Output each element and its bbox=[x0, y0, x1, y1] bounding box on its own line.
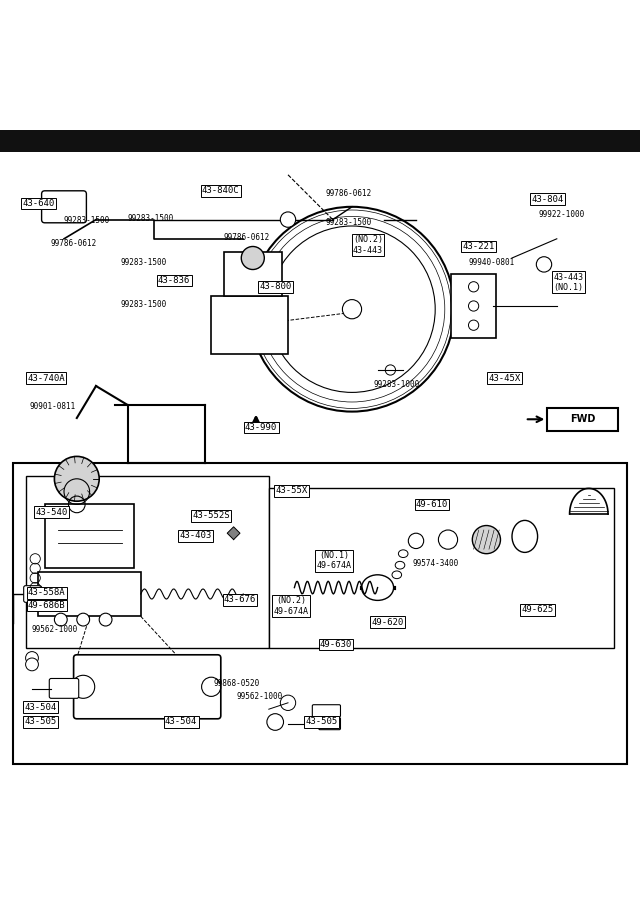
Circle shape bbox=[342, 300, 362, 319]
FancyBboxPatch shape bbox=[451, 274, 496, 338]
Text: 99562-1000: 99562-1000 bbox=[31, 625, 77, 634]
Text: 43-804: 43-804 bbox=[531, 194, 563, 203]
Ellipse shape bbox=[362, 575, 394, 600]
FancyBboxPatch shape bbox=[319, 717, 340, 730]
Text: 43-740A: 43-740A bbox=[28, 374, 65, 382]
Text: FWD: FWD bbox=[570, 414, 595, 424]
Text: 99574-3400: 99574-3400 bbox=[412, 559, 458, 568]
FancyBboxPatch shape bbox=[74, 655, 221, 719]
FancyBboxPatch shape bbox=[269, 489, 614, 648]
Text: 43-552S: 43-552S bbox=[193, 511, 230, 520]
Text: 43-558A: 43-558A bbox=[28, 589, 65, 598]
Text: 43-676: 43-676 bbox=[224, 595, 256, 604]
Text: 43-504: 43-504 bbox=[24, 703, 56, 712]
Text: 99283-1000: 99283-1000 bbox=[374, 380, 420, 389]
Text: 99786-0612: 99786-0612 bbox=[326, 190, 372, 199]
Circle shape bbox=[54, 613, 67, 626]
Text: 99922-1000: 99922-1000 bbox=[539, 210, 585, 219]
Text: 43-540: 43-540 bbox=[35, 508, 67, 517]
Text: 99940-0801: 99940-0801 bbox=[468, 258, 515, 267]
Circle shape bbox=[241, 247, 264, 269]
Text: 99786-0612: 99786-0612 bbox=[51, 239, 97, 248]
Text: 49-620: 49-620 bbox=[371, 617, 403, 626]
Text: 49-610: 49-610 bbox=[416, 500, 448, 508]
FancyBboxPatch shape bbox=[312, 705, 340, 717]
Polygon shape bbox=[227, 526, 240, 540]
Text: 99562-1000: 99562-1000 bbox=[236, 692, 282, 701]
Circle shape bbox=[468, 301, 479, 311]
Circle shape bbox=[54, 456, 99, 501]
FancyBboxPatch shape bbox=[45, 504, 134, 569]
Text: 43-800: 43-800 bbox=[259, 283, 291, 292]
Text: (NO.1)
49-674A: (NO.1) 49-674A bbox=[317, 551, 351, 571]
Text: 99786-0612: 99786-0612 bbox=[223, 233, 269, 242]
FancyBboxPatch shape bbox=[13, 463, 627, 763]
Circle shape bbox=[99, 613, 112, 626]
FancyBboxPatch shape bbox=[42, 191, 86, 223]
FancyBboxPatch shape bbox=[24, 586, 42, 602]
Text: 99868-0520: 99868-0520 bbox=[214, 680, 260, 688]
Text: (NO.2)
49-674A: (NO.2) 49-674A bbox=[274, 597, 308, 616]
Text: 99283-1500: 99283-1500 bbox=[63, 216, 109, 225]
Text: 99283-1500: 99283-1500 bbox=[127, 214, 173, 223]
Circle shape bbox=[280, 212, 296, 228]
Text: 43-505: 43-505 bbox=[306, 717, 338, 726]
Text: 99283-1500: 99283-1500 bbox=[121, 258, 167, 267]
Text: 43-505: 43-505 bbox=[24, 717, 56, 726]
Text: 43-443
(NO.1): 43-443 (NO.1) bbox=[554, 273, 583, 292]
Text: 43-504: 43-504 bbox=[165, 717, 197, 726]
FancyBboxPatch shape bbox=[547, 409, 618, 431]
Text: 99283-1500: 99283-1500 bbox=[121, 300, 167, 309]
FancyBboxPatch shape bbox=[26, 475, 269, 648]
Text: 49-625: 49-625 bbox=[522, 606, 554, 615]
Text: 43-840C: 43-840C bbox=[202, 186, 239, 195]
Circle shape bbox=[472, 526, 500, 554]
FancyBboxPatch shape bbox=[49, 679, 79, 698]
Text: 43-45X: 43-45X bbox=[488, 374, 520, 382]
Circle shape bbox=[26, 658, 38, 670]
Text: 43-990: 43-990 bbox=[245, 423, 277, 432]
FancyBboxPatch shape bbox=[0, 130, 640, 152]
Text: 43-836: 43-836 bbox=[158, 276, 190, 285]
Text: 49-630: 49-630 bbox=[320, 640, 352, 649]
Text: (NO.2)
43-443: (NO.2) 43-443 bbox=[353, 236, 383, 255]
Text: 99283-1500: 99283-1500 bbox=[326, 219, 372, 228]
Circle shape bbox=[26, 652, 38, 664]
Text: 90901-0811: 90901-0811 bbox=[29, 402, 76, 411]
Circle shape bbox=[468, 320, 479, 330]
Text: 49-686B: 49-686B bbox=[28, 601, 65, 610]
Text: 43-640: 43-640 bbox=[22, 199, 54, 208]
FancyBboxPatch shape bbox=[211, 296, 288, 354]
Text: 43-403: 43-403 bbox=[179, 531, 211, 540]
Text: 43-221: 43-221 bbox=[463, 242, 495, 251]
FancyBboxPatch shape bbox=[38, 572, 141, 616]
Circle shape bbox=[468, 282, 479, 292]
Text: 43-55X: 43-55X bbox=[275, 487, 307, 496]
FancyBboxPatch shape bbox=[224, 252, 282, 296]
Circle shape bbox=[77, 613, 90, 626]
